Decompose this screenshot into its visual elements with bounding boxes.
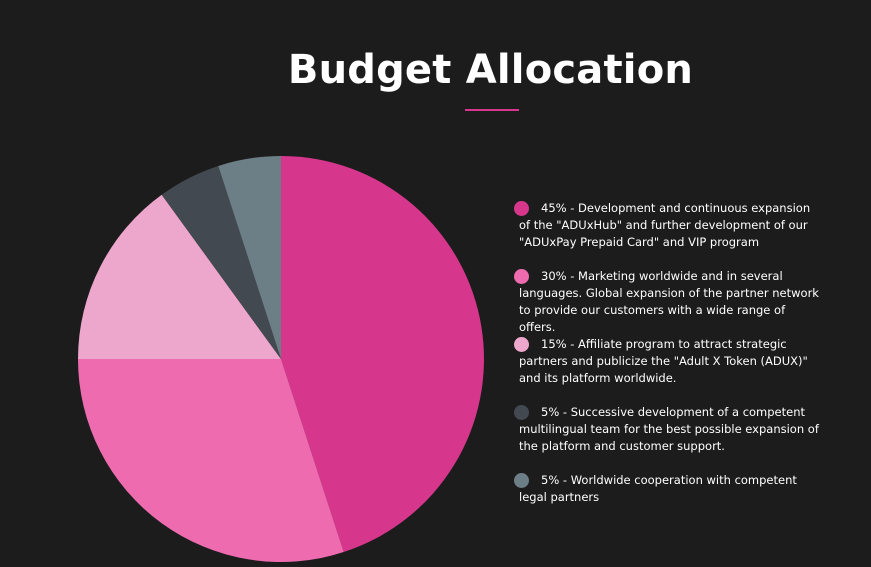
legend-swatch-icon	[514, 405, 529, 420]
legend-label: 5% - Successive development of a compete…	[519, 405, 819, 453]
pie-slice-2	[78, 194, 281, 359]
pie-slice-3	[161, 165, 281, 359]
legend: 45% - Development and continuous expansi…	[513, 200, 823, 523]
legend-label: 30% - Marketing worldwide and in several…	[519, 269, 819, 334]
legend-swatch-icon	[514, 337, 529, 352]
legend-item: 5% - Successive development of a compete…	[513, 404, 823, 455]
page-title: Budget Allocation	[287, 47, 694, 93]
legend-swatch-icon	[514, 201, 529, 216]
legend-swatch-icon	[514, 269, 529, 284]
legend-item: 30% - Marketing worldwide and in several…	[513, 268, 823, 334]
legend-item: 15% - Affiliate program to attract strat…	[513, 336, 823, 387]
legend-label: 45% - Development and continuous expansi…	[519, 201, 811, 249]
pie-slice-4	[218, 156, 281, 359]
pie-slice-0	[281, 156, 484, 553]
pie-slice-1	[78, 359, 344, 562]
legend-label: 15% - Affiliate program to attract strat…	[519, 337, 808, 385]
pie-slices	[78, 156, 484, 562]
legend-label: 5% - Worldwide cooperation with competen…	[519, 473, 797, 504]
title-underline	[465, 109, 519, 111]
legend-swatch-icon	[514, 473, 529, 488]
legend-item: 5% - Worldwide cooperation with competen…	[513, 472, 823, 523]
legend-item: 45% - Development and continuous expansi…	[513, 200, 823, 251]
